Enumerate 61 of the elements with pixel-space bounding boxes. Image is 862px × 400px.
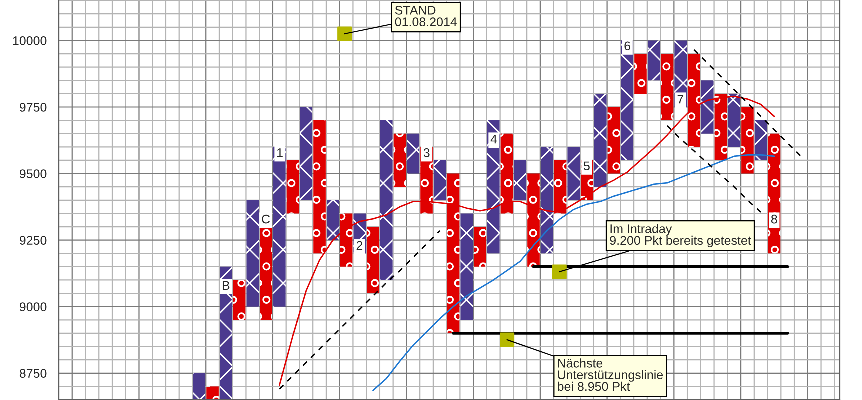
bar [728,94,741,148]
annotation: 4 [490,135,498,144]
bar [528,174,540,267]
bar [554,160,567,214]
bar [500,134,514,214]
annotation: B [222,281,230,290]
line-series [694,49,802,158]
y-tick-label: 9750 [20,103,47,112]
bar [274,147,286,307]
bar [768,134,781,254]
bar [634,54,647,94]
bar [380,120,393,280]
bar [286,160,300,214]
annotation: Im Intraday 9.200 Pkt bereits getestet [610,224,752,248]
bar [460,214,474,320]
bar [754,120,768,160]
annotation: STAND 01.08.2014 [395,6,458,27]
annotation: 5 [584,162,590,171]
bar [714,94,728,160]
y-tick-label: 10000 [13,36,47,46]
bar [474,227,486,267]
bar [608,107,620,174]
bar [514,160,527,200]
annotation: 2 [356,241,363,250]
bar [688,54,700,148]
bar [487,120,500,254]
y-tick-label: 8750 [20,369,47,378]
bar [742,107,754,174]
line-series [666,125,762,214]
annotation: C [262,214,270,224]
bar [447,174,460,334]
annotation: 6 [624,42,630,51]
bar [701,80,714,134]
y-tick-label: 9250 [20,236,47,245]
y-tick-label: 9500 [20,170,47,178]
bar [648,40,660,81]
bar [300,107,313,200]
bar [206,386,219,400]
annotation: 8 [771,214,778,224]
bar [220,266,232,400]
bar [327,200,340,240]
bar [233,280,246,320]
bar [540,147,554,254]
bar [394,134,406,188]
annotation: 7 [678,95,684,104]
bar [594,94,607,188]
line-series [278,230,441,390]
bar [407,134,420,174]
bar [434,160,446,200]
bar [246,200,260,307]
bar [661,54,674,121]
bar [367,227,380,294]
annotation: Nächste Unterstützungslinie bei 8.950 Pkt [558,358,664,392]
bar [340,214,353,267]
annotation: 3 [424,148,430,158]
bar [621,40,634,160]
bar [568,147,580,200]
annotation: 1 [278,148,283,158]
bar [193,373,206,400]
y-tick-label: 9000 [20,302,47,312]
bar [314,120,326,254]
